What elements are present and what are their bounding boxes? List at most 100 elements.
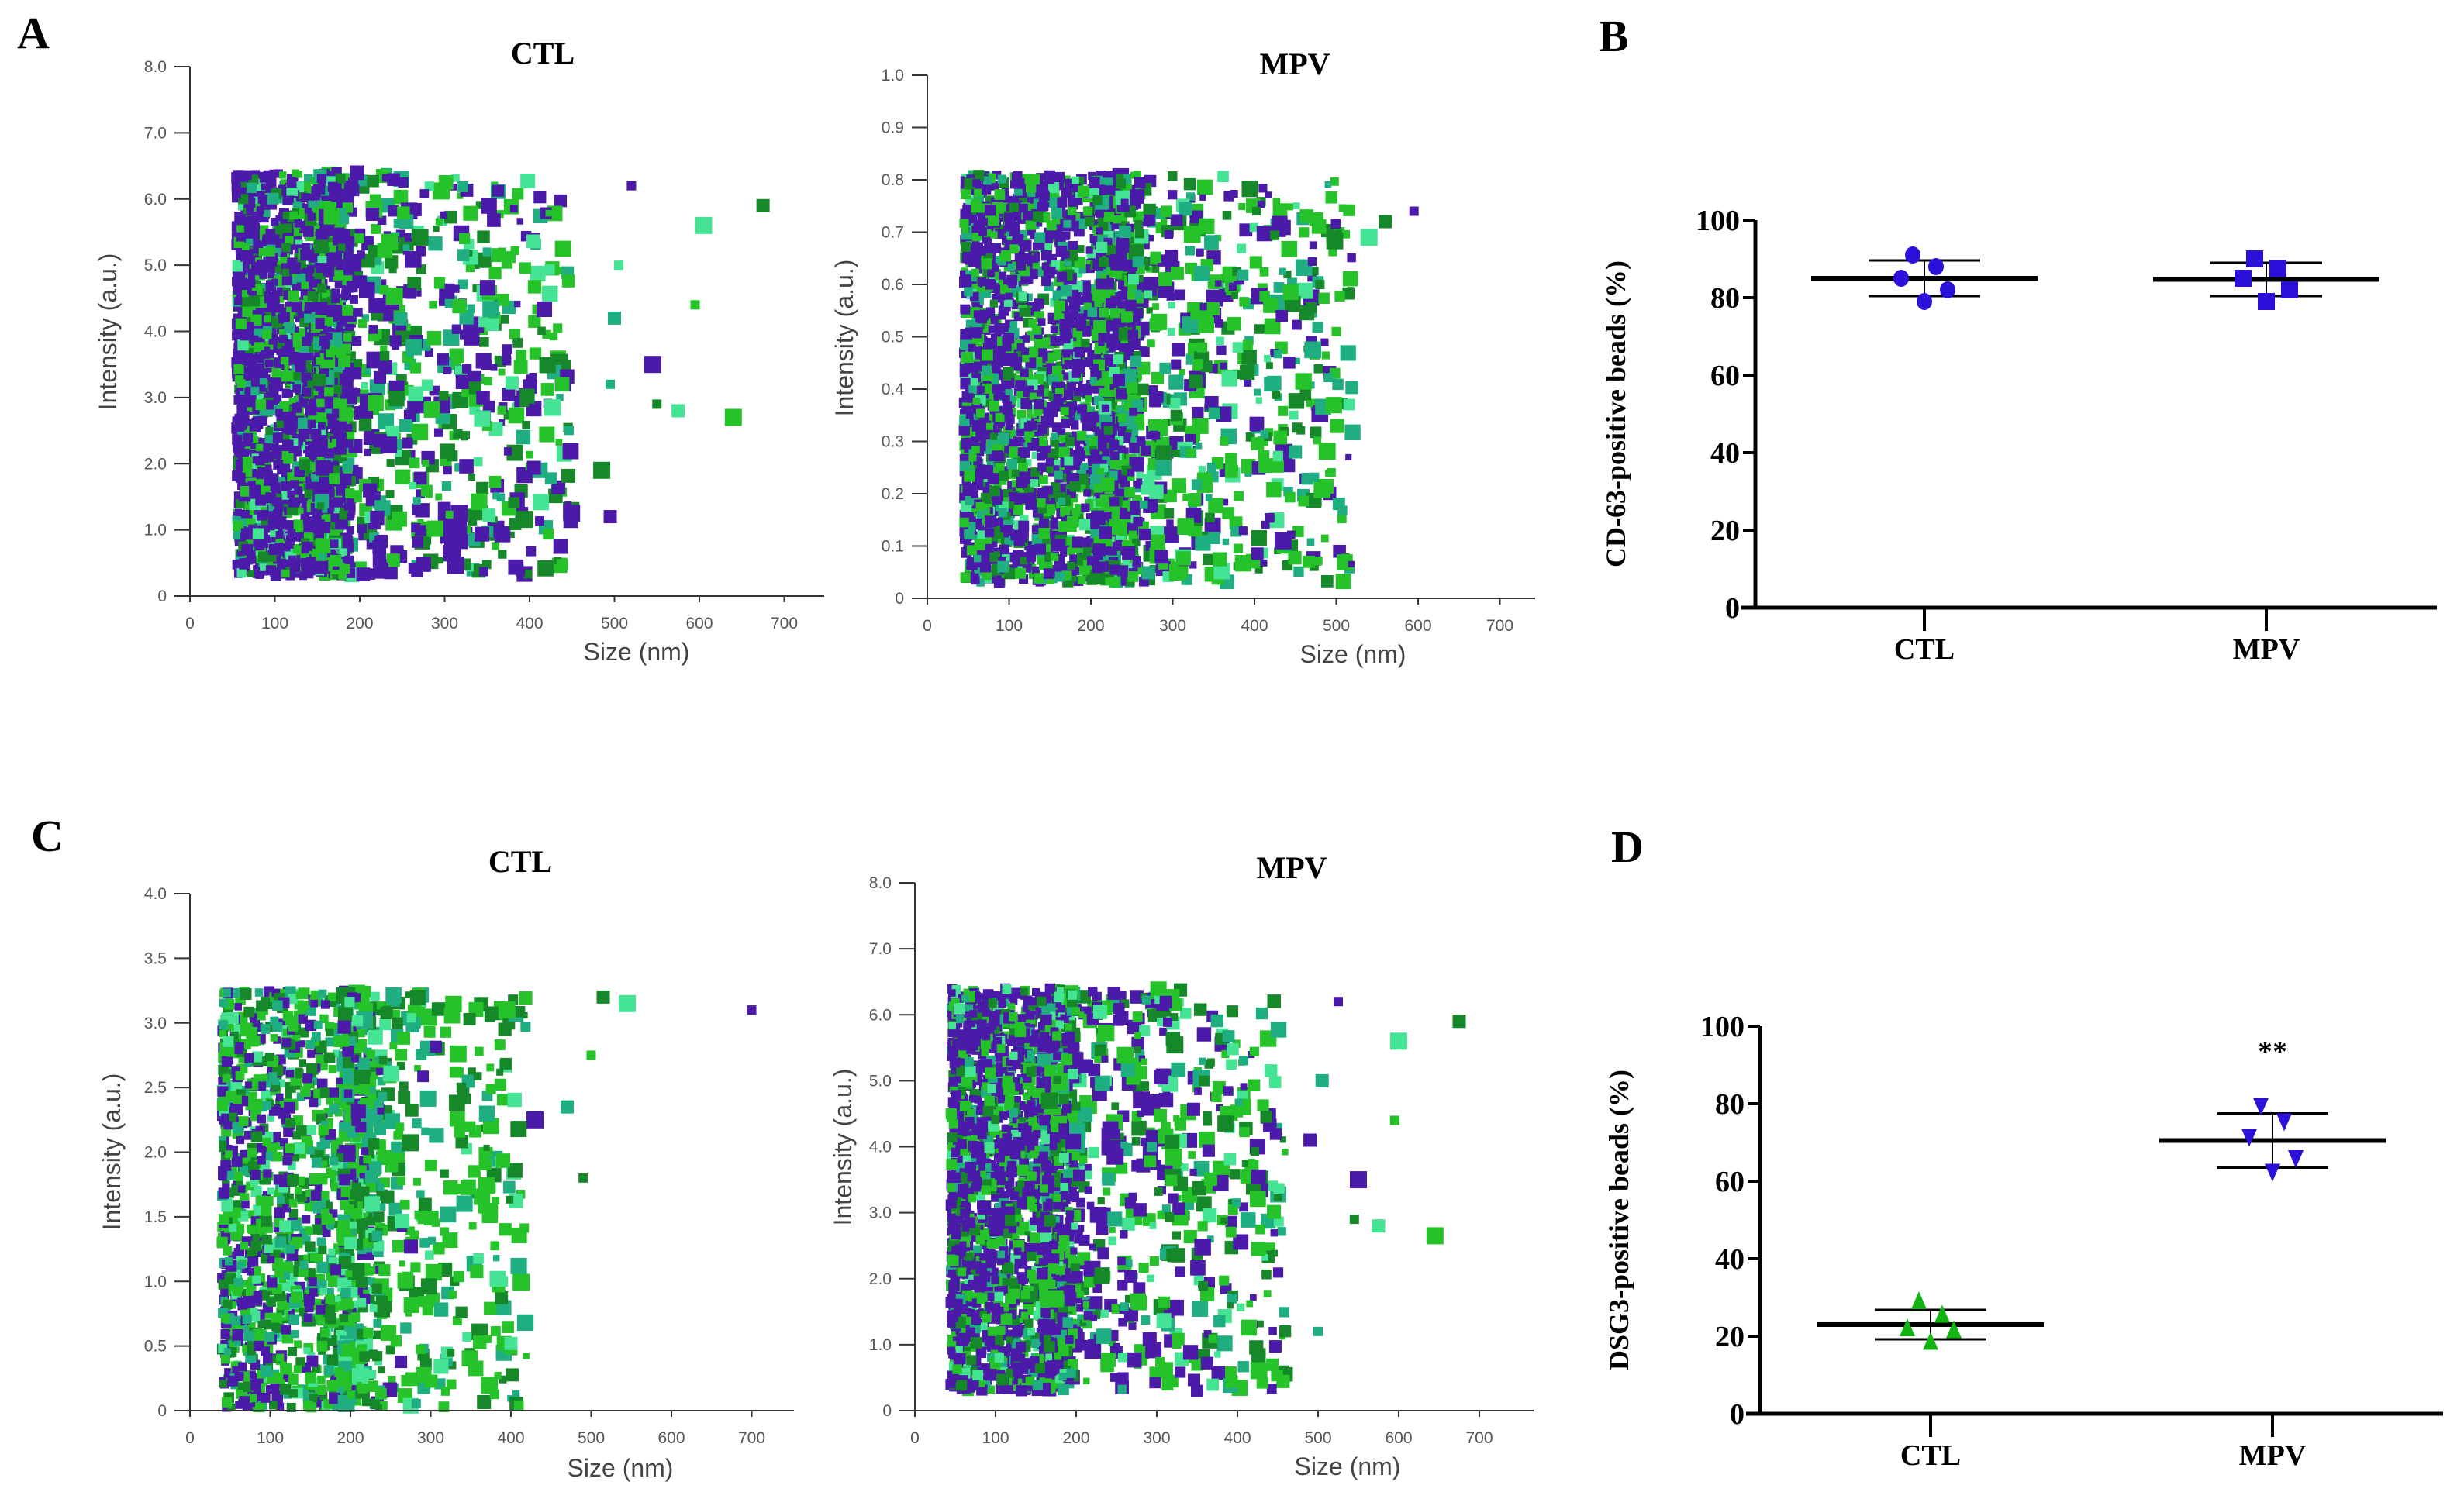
data-point	[423, 401, 440, 418]
data-point	[1330, 177, 1339, 186]
data-point	[424, 348, 433, 357]
data-point	[1150, 534, 1165, 550]
data-point	[526, 234, 540, 249]
data-point	[1144, 214, 1155, 226]
data-point	[339, 214, 350, 225]
data-point	[498, 368, 506, 376]
data-point	[269, 312, 277, 321]
data-point	[1068, 240, 1078, 251]
data-point	[275, 303, 285, 313]
data-point	[351, 336, 362, 346]
data-point	[333, 384, 342, 394]
data-point	[1293, 566, 1304, 577]
data-point	[241, 543, 254, 556]
data-point	[1337, 505, 1348, 515]
data-point	[1070, 422, 1079, 430]
data-point	[510, 246, 519, 255]
data-point	[307, 291, 317, 301]
data-point	[292, 384, 301, 393]
data-point	[1167, 328, 1175, 336]
panel-label-a: A	[17, 8, 50, 58]
data-point	[301, 559, 312, 570]
data-point	[412, 497, 421, 505]
data-point	[508, 407, 525, 424]
data-point	[314, 560, 329, 574]
data-point	[326, 413, 336, 423]
data-point	[260, 350, 270, 359]
data-point	[361, 382, 368, 389]
data-point	[272, 432, 284, 443]
data-point	[422, 460, 430, 467]
data-point	[1241, 181, 1258, 198]
data-point	[554, 240, 571, 257]
data-point	[494, 526, 511, 543]
data-point	[509, 517, 522, 531]
data-point	[544, 264, 555, 275]
data-point	[284, 322, 295, 333]
data-point	[529, 372, 537, 381]
data-point	[407, 277, 422, 291]
data-point	[243, 432, 254, 443]
data-point	[249, 484, 261, 497]
data-point	[237, 405, 247, 415]
data-point	[1009, 321, 1018, 329]
outlier-point	[644, 356, 661, 374]
data-point	[412, 503, 424, 515]
data-point	[1289, 410, 1299, 420]
data-point	[1325, 397, 1342, 414]
data-point	[1192, 406, 1204, 419]
data-point	[273, 264, 282, 273]
data-point	[278, 171, 287, 179]
data-point	[1159, 362, 1172, 374]
data-point	[482, 508, 496, 522]
data-point	[236, 277, 247, 288]
data-point	[325, 405, 333, 414]
data-point	[354, 359, 363, 368]
data-point	[242, 457, 253, 467]
data-point	[339, 510, 349, 520]
data-point	[302, 243, 310, 251]
data-point	[388, 205, 399, 217]
data-point	[1264, 377, 1279, 392]
data-point	[1345, 381, 1358, 395]
data-point	[463, 205, 478, 221]
data-point	[482, 301, 499, 318]
data-point	[1272, 203, 1288, 218]
data-point	[246, 182, 257, 193]
data-point	[526, 450, 533, 459]
data-point	[263, 209, 271, 217]
data-point	[275, 518, 285, 527]
data-point	[1013, 436, 1023, 446]
data-point	[343, 333, 352, 342]
data-point	[270, 570, 281, 581]
data-point	[271, 448, 282, 459]
data-point	[235, 318, 247, 329]
data-point	[264, 340, 274, 350]
data-point	[1037, 452, 1045, 461]
data-point	[288, 334, 295, 342]
data-point	[433, 225, 440, 233]
data-point	[295, 239, 303, 248]
data-point	[273, 509, 283, 519]
data-point	[281, 268, 290, 277]
data-point	[336, 347, 347, 358]
y-axis-label: Intensity (a.u.)	[94, 253, 122, 411]
data-point	[539, 357, 556, 374]
data-point	[305, 404, 317, 416]
data-point	[281, 275, 292, 286]
x-tick-label: 300	[431, 615, 458, 632]
data-point	[289, 211, 299, 220]
data-point	[555, 439, 563, 446]
data-point	[283, 453, 294, 464]
data-point	[1137, 383, 1149, 396]
data-point	[1028, 319, 1037, 328]
y-tick-label: 1.0	[144, 522, 167, 539]
data-point	[255, 456, 265, 466]
data-point	[357, 250, 365, 259]
data-point	[274, 169, 283, 178]
data-point	[280, 179, 288, 187]
data-point	[240, 330, 250, 341]
data-point	[1273, 282, 1285, 293]
data-point	[1239, 297, 1249, 307]
data-point	[478, 316, 489, 328]
